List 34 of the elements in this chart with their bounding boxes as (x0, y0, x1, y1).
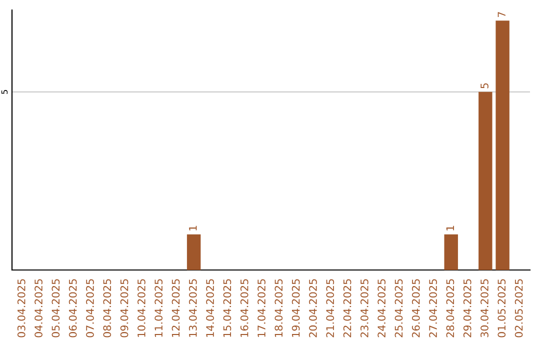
x-tick-label: 13.04.2025 (188, 279, 197, 337)
x-tick-label: 10.04.2025 (138, 279, 146, 337)
x-tick-label: 15.04.2025 (223, 279, 232, 337)
x-tick-label: 07.04.2025 (86, 279, 94, 338)
x-tick-label: 21.04.2025 (326, 279, 334, 338)
x-tick-label: 25.04.2025 (394, 279, 403, 338)
data-label: 7 (498, 12, 506, 17)
x-tick-label: 02.05.2025 (514, 279, 523, 338)
x-tick-label: 19.04.2025 (292, 279, 300, 337)
x-tick-label: 24.04.2025 (378, 279, 386, 338)
x-tick-label: 06.04.2025 (68, 279, 77, 338)
data-label: 1 (189, 226, 197, 230)
x-tick-label: 30.04.2025 (480, 279, 488, 338)
x-tick-label: 28.04.2025 (446, 279, 454, 338)
x-tick-label: 04.04.2025 (34, 279, 42, 338)
x-tick-label: 03.04.2025 (17, 279, 26, 338)
x-tick-label: 27.04.2025 (429, 279, 437, 338)
x-tick-label: 05.04.2025 (52, 279, 60, 338)
x-tick-label: 09.04.2025 (120, 279, 128, 338)
x-tick-label: 18.04.2025 (274, 279, 283, 337)
data-label: 1 (446, 226, 454, 230)
x-tick-label: 26.04.2025 (412, 279, 420, 338)
x-tick-label: 17.04.2025 (258, 279, 266, 337)
x-tick-label: 01.05.2025 (498, 279, 506, 338)
x-tick-label: 11.04.2025 (154, 279, 163, 337)
x-tick-label: 20.04.2025 (309, 279, 317, 338)
x-tick-label: 08.04.2025 (103, 279, 112, 338)
x-tick-label: 12.04.2025 (172, 279, 180, 337)
x-tick-label: 16.04.2025 (240, 279, 248, 337)
data-label: 5 (480, 83, 488, 88)
x-tick-label: 14.04.2025 (206, 279, 214, 337)
x-tick-label: 29.04.2025 (463, 279, 472, 338)
x-tick-label: 23.04.2025 (360, 279, 368, 338)
x-tick-label: 22.04.2025 (343, 279, 352, 338)
